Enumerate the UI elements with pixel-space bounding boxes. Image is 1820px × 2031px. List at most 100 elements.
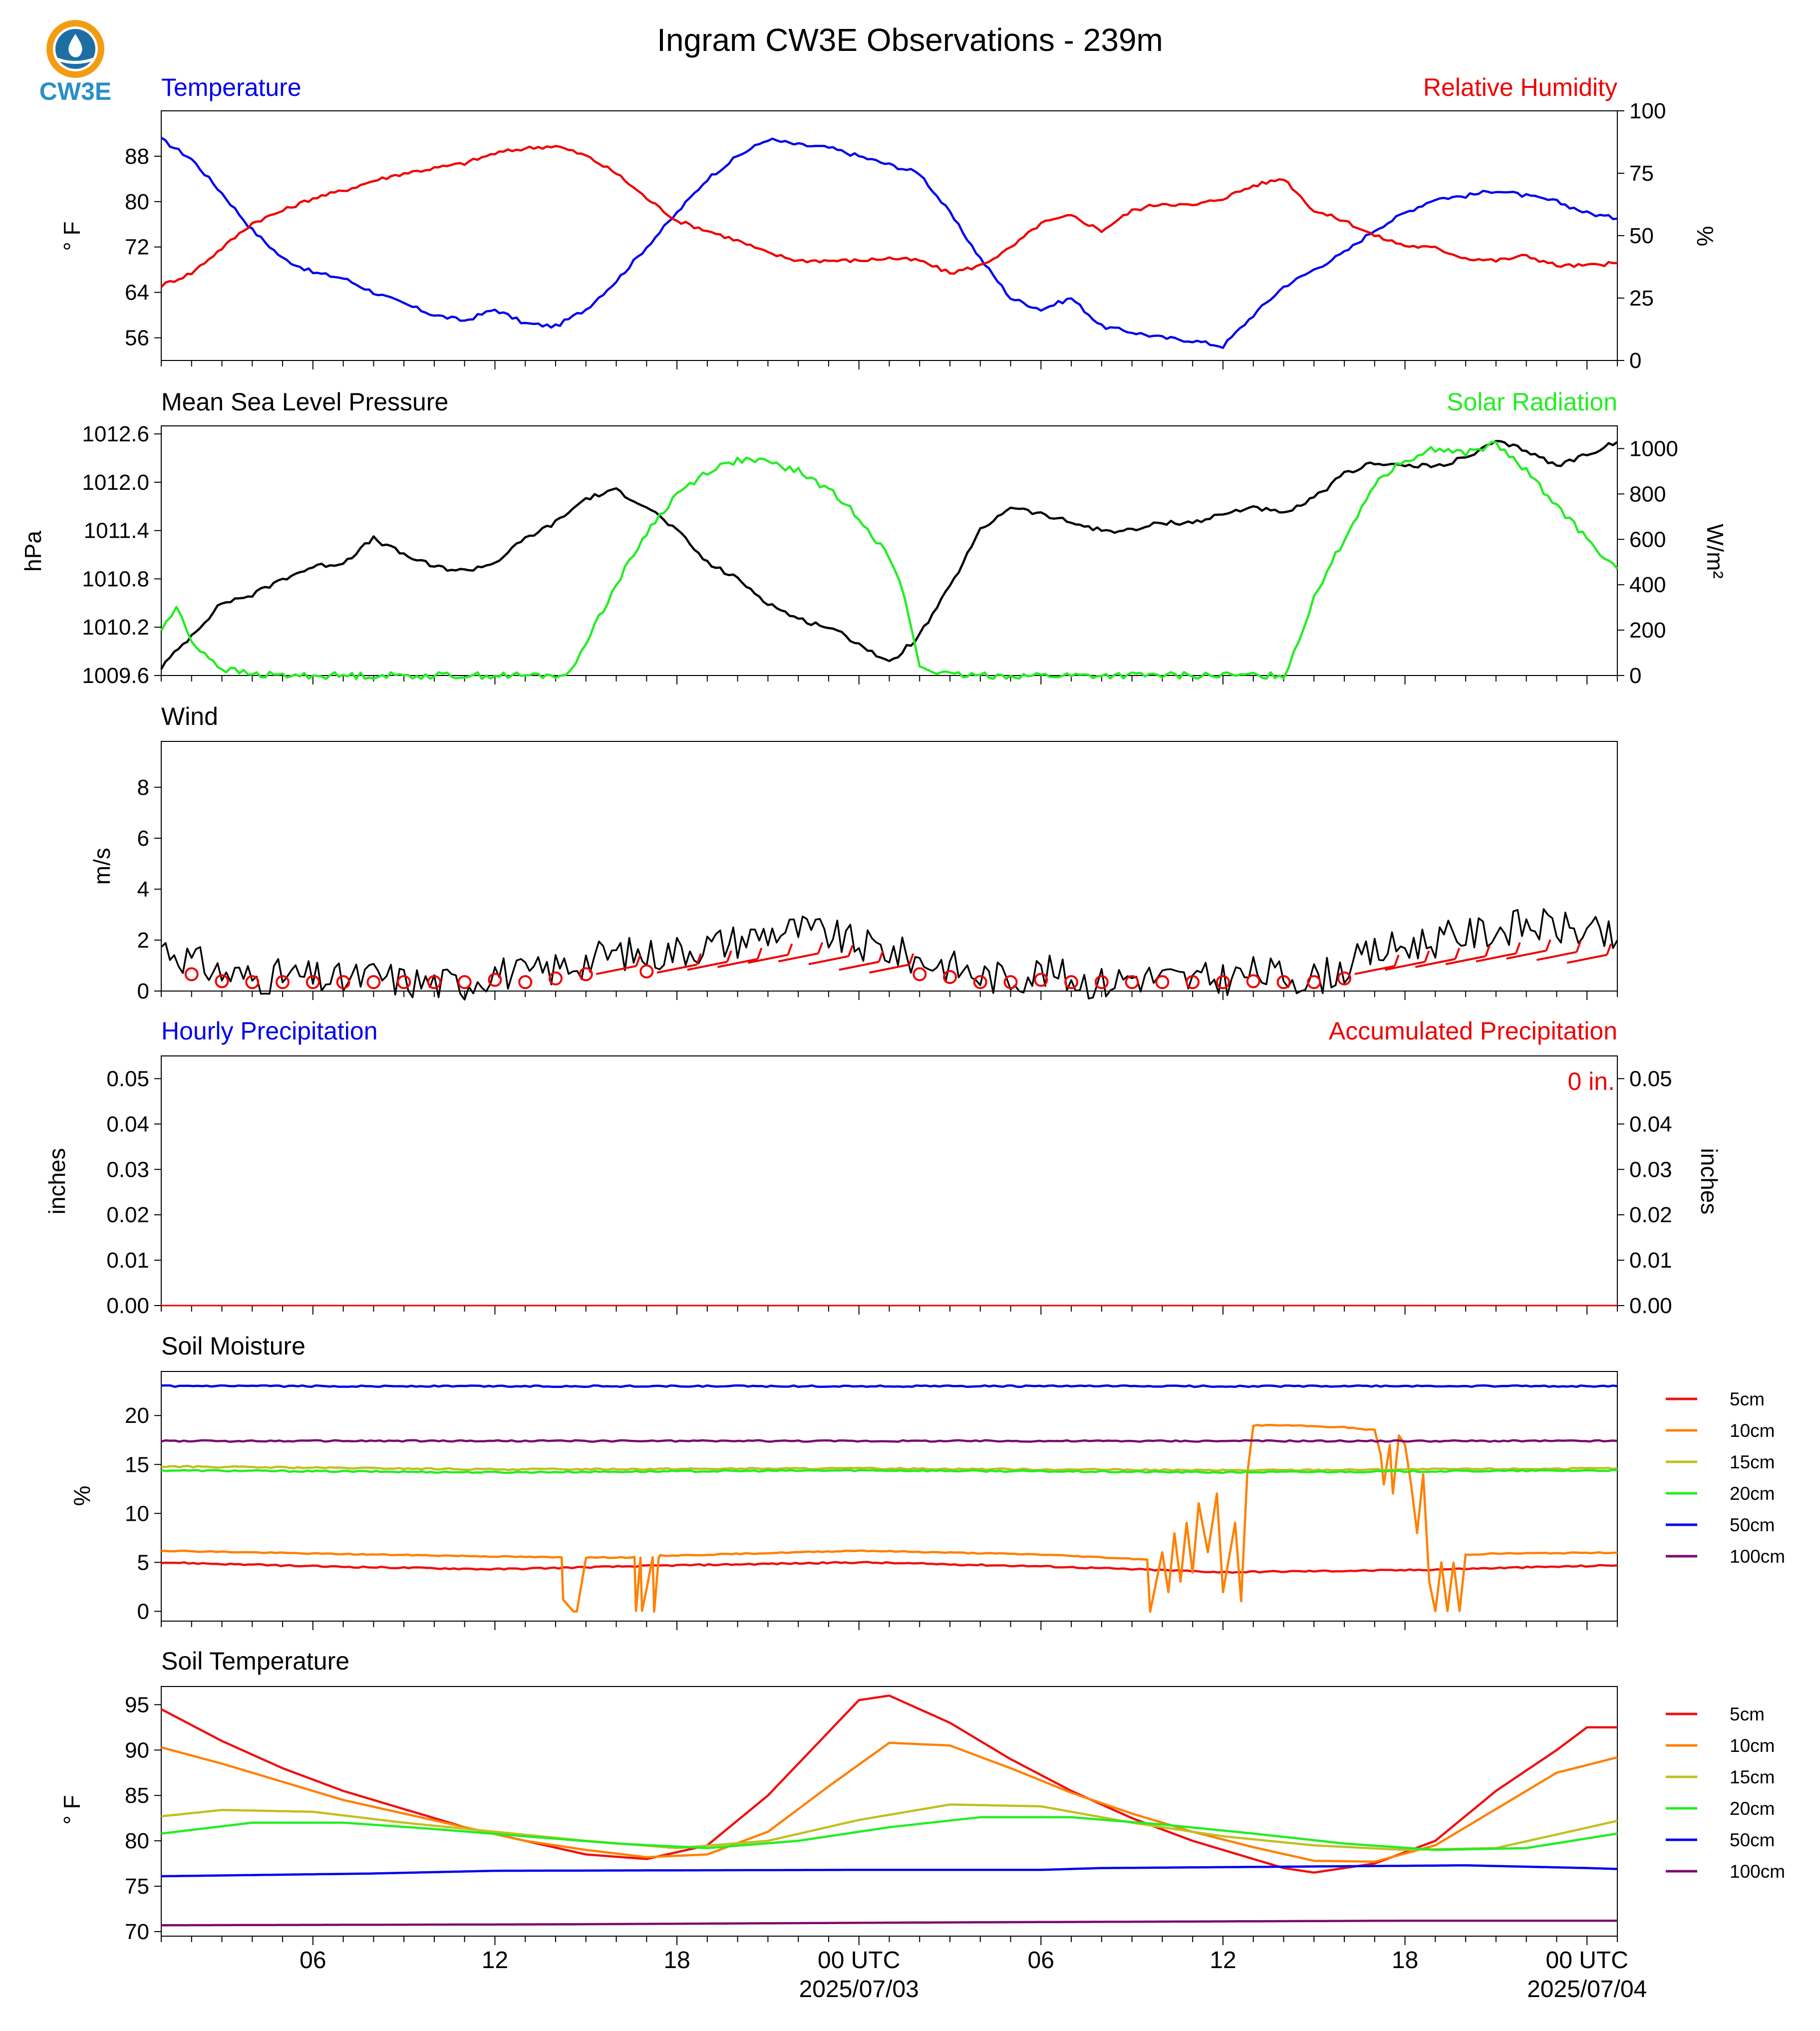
wind-barb-flag — [756, 948, 763, 960]
humidity-axis-label: % — [1692, 226, 1718, 247]
solar-title: Solar Radiation — [1447, 388, 1617, 416]
wind-barb-flag — [1545, 939, 1551, 951]
wind-barb-flag — [787, 943, 793, 956]
wind-calm-marker — [1215, 975, 1230, 990]
series-line-mean-sea-level-pressure — [160, 440, 1618, 670]
y-tick-label-right: 1000 — [1629, 436, 1678, 461]
wind-calm-marker — [1246, 974, 1260, 989]
wind-barb — [1415, 958, 1456, 968]
y-tick-label-right: 0 — [1629, 664, 1641, 688]
soil-moisture-axis-label: % — [69, 1486, 95, 1506]
y-tick-label-right: 75 — [1629, 161, 1654, 186]
y-tick-label-left: 75 — [125, 1874, 149, 1899]
hourly-precip-axis-label: inches — [44, 1148, 70, 1215]
panel-soil-moisture: Soil Moisture % 0 5 10 15 20 5cm 10cm 15cm 20cm… — [69, 1332, 1785, 1630]
legend-label-50cm: 50cm — [1730, 1515, 1775, 1535]
logo-text: CW3E — [39, 77, 111, 105]
wind-calm-marker — [943, 970, 957, 984]
cw3e-logo: CW3E — [39, 20, 111, 105]
wind-barb — [748, 954, 788, 964]
wind-calm-marker — [549, 971, 563, 986]
pressure-axis-label: hPa — [20, 531, 46, 572]
y-tick-label-left: 0 — [137, 979, 149, 1004]
series-line-100cm — [161, 1919, 1617, 1927]
panel-wind: Wind m/s 0 2 4 6 8 — [89, 702, 1618, 1004]
series-line-5cm — [161, 1561, 1618, 1574]
wind-axis-label: m/s — [89, 848, 115, 885]
wind-barb-flag — [1485, 945, 1491, 957]
y-tick-label-left: 1010.2 — [82, 615, 149, 640]
series-line-100cm — [161, 1439, 1618, 1443]
y-tick-label-left: 80 — [125, 190, 149, 214]
y-tick-label-right: 25 — [1629, 286, 1654, 311]
y-tick-label-left: 1009.6 — [82, 664, 149, 688]
series-line-20cm — [161, 1816, 1618, 1851]
series-line-10cm — [161, 1741, 1618, 1863]
y-tick-label-left: 0.05 — [106, 1066, 149, 1091]
temperature-title: Temperature — [161, 73, 302, 101]
wind-barb — [869, 964, 910, 974]
y-tick-label-left: 5 — [137, 1550, 149, 1575]
wind-barb-flag — [1575, 941, 1582, 953]
y-tick-label-left: 80 — [125, 1829, 149, 1853]
wind-barb-flag — [1515, 942, 1521, 954]
legend-label-15cm: 15cm — [1730, 1767, 1775, 1787]
temperature-axis-label: ° F — [59, 221, 85, 251]
y-tick-label-right: 800 — [1629, 482, 1666, 506]
series-line-wind — [160, 908, 1618, 1001]
y-tick-label-left: 4 — [137, 877, 149, 902]
humidity-title: Relative Humidity — [1423, 73, 1617, 101]
y-tick-label-left: 1010.8 — [82, 567, 149, 591]
y-tick-label-right: 0.01 — [1629, 1248, 1672, 1273]
wind-calm-marker — [1276, 975, 1291, 990]
wind-calm-marker — [215, 974, 229, 989]
wind-barb — [1536, 951, 1577, 961]
wind-barb — [808, 955, 849, 966]
y-tick-label-left: 0.03 — [106, 1157, 149, 1182]
x-date-label: 2025/07/03 — [799, 1976, 919, 2003]
wind-calm-marker — [518, 975, 533, 990]
series-line-50cm — [161, 1864, 1618, 1878]
series-line-solar-radiation — [160, 441, 1618, 680]
x-tick-label: 12 — [482, 1947, 508, 1974]
y-tick-label-left: 64 — [125, 281, 149, 305]
wind-calm-marker — [184, 967, 199, 982]
wind-calm-marker — [397, 975, 411, 990]
x-tick-label: 18 — [1392, 1947, 1418, 1974]
series-line-20cm — [161, 1468, 1618, 1474]
wind-barb — [778, 952, 819, 963]
wind-calm-marker — [639, 964, 654, 979]
x-tick-label: 06 — [1028, 1947, 1054, 1974]
panel-precipitation: Hourly Precipitation Accumulated Precipi… — [44, 1017, 1722, 1318]
wind-calm-marker — [457, 975, 472, 990]
wind-barb-flag — [1424, 950, 1430, 963]
series-line-relative-humidity — [160, 145, 1617, 288]
wind-barb-flag — [1393, 955, 1400, 967]
figure-title: Ingram CW3E Observations - 239m — [657, 22, 1163, 58]
wind-calm-marker — [1186, 975, 1200, 990]
pressure-plot-area: 1009.6 1010.2 1010.8 1011.4 1012.0 1012.6 0 200… — [82, 422, 1678, 688]
wind-calm-marker — [488, 973, 502, 987]
accum-precip-title: Accumulated Precipitation — [1329, 1017, 1617, 1045]
soil-temperature-plot-area: 70 75 80 85 90 95 — [125, 1686, 1618, 1945]
y-tick-label-right: 0 — [1629, 348, 1641, 373]
y-tick-label-left: 20 — [125, 1403, 149, 1428]
wind-calm-marker — [1094, 975, 1109, 990]
y-tick-label-right: 100 — [1629, 99, 1666, 123]
legend-label-15cm: 15cm — [1730, 1452, 1775, 1472]
y-tick-label-right: 200 — [1629, 618, 1666, 643]
y-tick-label-left: 0.01 — [106, 1248, 149, 1273]
soil-temperature-title: Soil Temperature — [161, 1647, 349, 1675]
soil-temperature-legend: 5cm 10cm 15cm 20cm 50cm 100cm — [1666, 1704, 1785, 1882]
wind-barb — [1354, 965, 1395, 975]
wind-barb — [1385, 961, 1425, 971]
y-tick-label-left: 15 — [125, 1452, 149, 1477]
wind-calm-marker — [1003, 975, 1018, 990]
accum-precip-total: 0 in. — [1567, 1067, 1615, 1095]
y-tick-label-left: 0.00 — [106, 1294, 149, 1318]
soil-moisture-legend: 5cm 10cm 15cm 20cm 50cm 100cm — [1666, 1389, 1785, 1567]
legend-label-10cm: 10cm — [1730, 1420, 1775, 1441]
wind-barb — [1506, 950, 1547, 960]
x-tick-label: 00 UTC — [1546, 1947, 1628, 1974]
